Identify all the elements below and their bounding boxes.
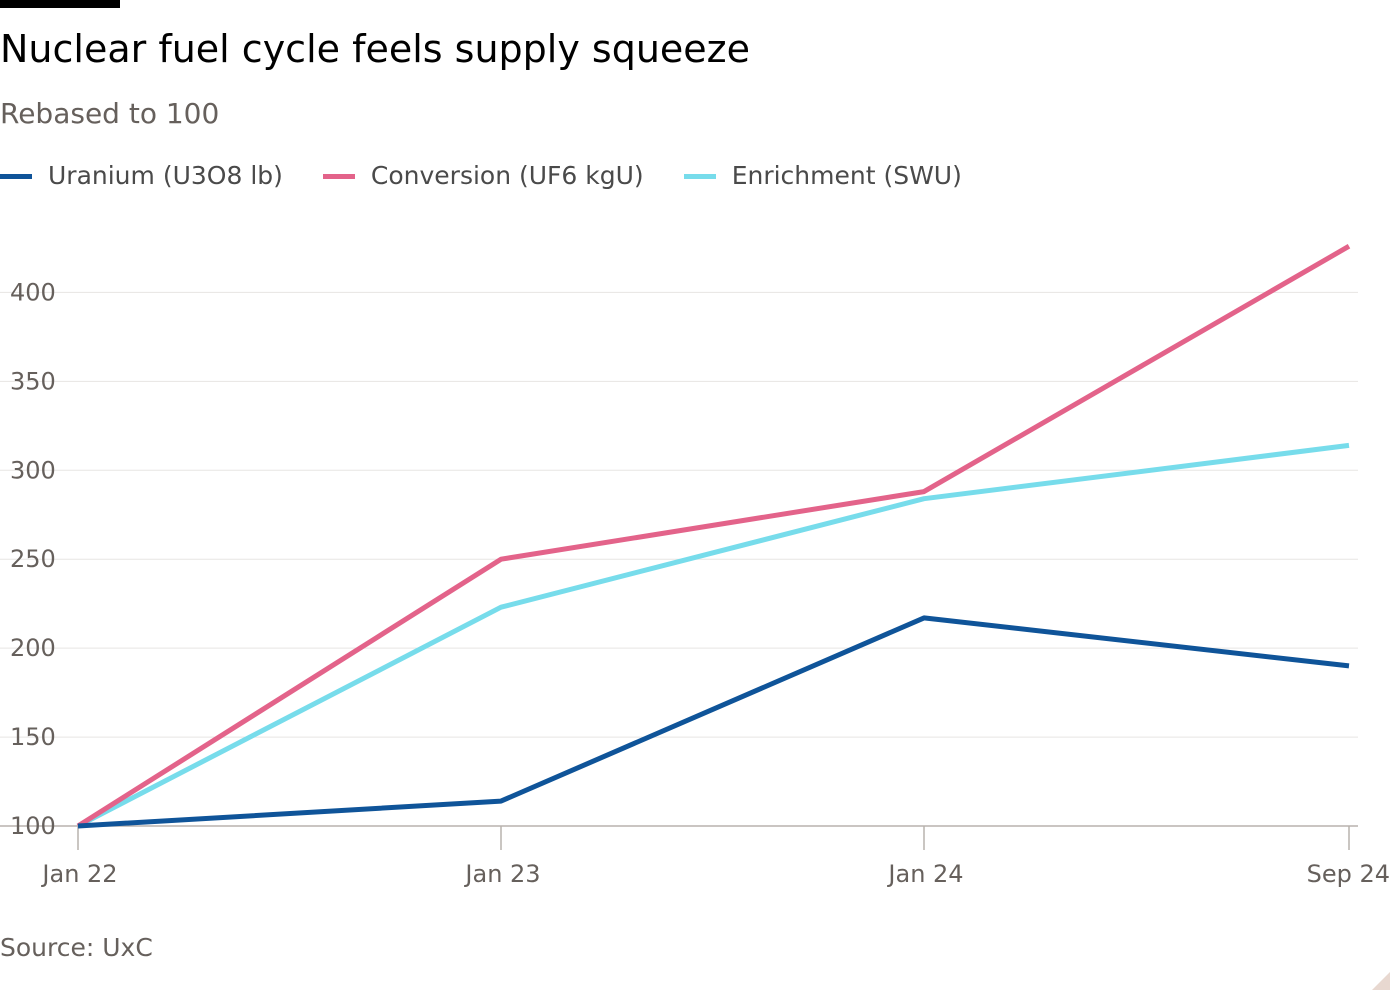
legend-swatch-uranium xyxy=(0,173,32,179)
series-line-conversion xyxy=(76,244,1351,829)
legend-swatch-enrichment xyxy=(683,173,716,179)
legend: Uranium (U3O8 lb) Conversion (UF6 kgU) E… xyxy=(0,158,1002,194)
chart-subtitle: Rebased to 100 xyxy=(0,97,220,130)
series-line-enrichment xyxy=(76,442,1350,829)
x-tick-label-2: Jan 24 xyxy=(886,860,963,888)
legend-item-conversion: Conversion (UF6 kgU) xyxy=(322,158,644,194)
x-tick-label-1: Jan 23 xyxy=(463,860,540,888)
y-tick-label-200: 200 xyxy=(10,634,56,662)
corner-mark xyxy=(1372,972,1390,990)
legend-label-conversion: Conversion (UF6 kgU) xyxy=(370,161,644,190)
legend-label-enrichment: Enrichment (SWU) xyxy=(731,161,962,190)
legend-item-uranium: Uranium (U3O8 lb) xyxy=(0,158,283,194)
tick-labels: 100 150 200 250 300 350 400 Jan 22 Jan 23 Jan 24 S… xyxy=(10,278,1390,888)
y-tick-label-150: 150 xyxy=(10,723,56,751)
x-tick-label-0: Jan 22 xyxy=(40,860,117,888)
series-line-uranium xyxy=(77,615,1350,829)
y-tick-label-400: 400 xyxy=(10,278,56,306)
brand-bar xyxy=(0,0,120,8)
series-lines xyxy=(76,244,1351,829)
x-tick-label-3: Sep 24 xyxy=(1307,860,1390,888)
y-tick-label-350: 350 xyxy=(10,367,56,395)
y-tick-label-300: 300 xyxy=(10,456,56,484)
legend-label-uranium: Uranium (U3O8 lb) xyxy=(48,161,283,190)
legend-swatch-conversion xyxy=(322,173,355,179)
chart-title: Nuclear fuel cycle feels supply squeeze xyxy=(0,27,750,71)
source-note: Source: UxC xyxy=(0,933,153,962)
x-axis xyxy=(77,826,1350,850)
y-tick-label-250: 250 xyxy=(10,545,56,573)
legend-item-enrichment: Enrichment (SWU) xyxy=(683,158,962,194)
y-tick-label-100: 100 xyxy=(10,812,56,840)
